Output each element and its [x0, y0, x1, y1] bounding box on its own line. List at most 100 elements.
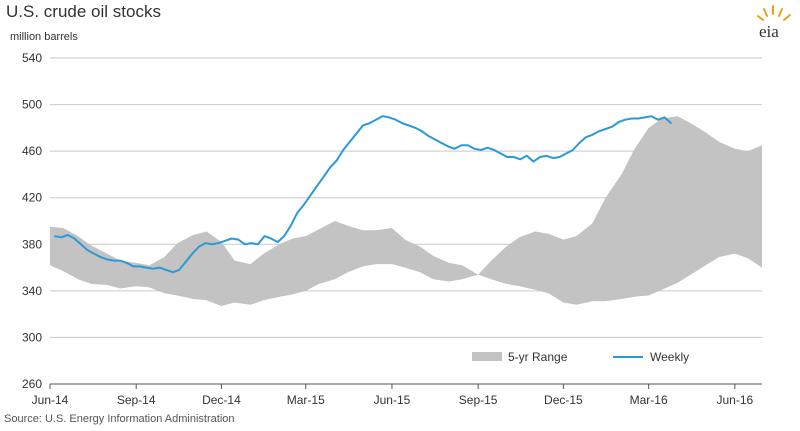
axes: 260 300 340 380 420 460 500 540 Jun-14 Sep-14 Dec-…: [22, 51, 762, 407]
weekly-point: [375, 119, 377, 121]
weekly-point: [486, 147, 489, 149]
weekly-point: [60, 236, 62, 238]
weekly-point: [165, 269, 167, 271]
weekly-point: [322, 176, 325, 178]
weekly-point: [565, 152, 567, 155]
weekly-series: [54, 115, 672, 274]
weekly-point: [303, 204, 305, 206]
logo-text: eia: [759, 22, 779, 40]
weekly-point: [441, 142, 443, 144]
weekly-point: [644, 116, 646, 118]
weekly-point: [113, 259, 115, 262]
weekly-point: [447, 145, 449, 148]
y-axis-unit-label: million barrels: [10, 31, 78, 43]
weekly-point: [395, 119, 397, 121]
weekly-point: [598, 130, 600, 132]
weekly-point: [513, 156, 515, 158]
y-tick-label: 260: [22, 377, 42, 391]
weekly-point: [336, 159, 338, 162]
weekly-point: [362, 124, 364, 127]
sun-rays-icon: [757, 5, 791, 21]
legend-range-label: 5-yr Range: [508, 350, 568, 364]
x-tick-label: Dec-14: [202, 393, 241, 407]
range-band-area: [50, 116, 762, 306]
y-tick-label: 420: [22, 191, 42, 205]
legend: 5-yr Range Weekly: [472, 350, 689, 364]
weekly-point: [54, 235, 56, 237]
weekly-point: [145, 266, 148, 269]
weekly-point: [460, 144, 462, 146]
weekly-point: [198, 246, 200, 248]
x-tick-label: Jun-14: [32, 393, 69, 407]
weekly-point: [211, 243, 213, 245]
weekly-point: [506, 156, 508, 158]
weekly-point: [86, 249, 89, 251]
weekly-point: [316, 185, 318, 187]
weekly-point: [578, 142, 580, 144]
weekly-point: [532, 161, 535, 163]
x-tick-label: Mar-16: [630, 393, 668, 407]
weekly-point: [637, 117, 639, 120]
weekly-point: [355, 133, 357, 135]
five-year-range-band: [50, 116, 762, 306]
weekly-point: [585, 136, 587, 138]
weekly-point: [309, 194, 312, 196]
weekly-point: [224, 240, 226, 242]
weekly-point: [277, 241, 279, 243]
weekly-point: [172, 271, 174, 273]
weekly-point: [454, 148, 456, 150]
weekly-point: [473, 148, 475, 150]
weekly-point: [631, 117, 633, 120]
x-tick-label: Dec-15: [544, 393, 583, 407]
weekly-point: [67, 234, 69, 236]
weekly-point: [500, 152, 502, 155]
weekly-point: [611, 126, 613, 128]
x-tick-label: Jun-16: [716, 393, 753, 407]
weekly-point: [657, 119, 659, 121]
weekly-point: [73, 237, 75, 240]
y-tick-label: 300: [22, 330, 42, 344]
weekly-point: [250, 242, 253, 244]
y-tick-label: 380: [22, 237, 42, 251]
y-tick-label: 540: [22, 51, 42, 65]
weekly-point: [618, 121, 620, 123]
weekly-point: [539, 156, 541, 158]
weekly-point: [604, 128, 607, 130]
weekly-point: [237, 239, 239, 241]
weekly-point: [545, 155, 548, 157]
weekly-point: [126, 262, 128, 264]
x-tick-label: Sep-15: [459, 393, 498, 407]
weekly-point: [119, 259, 121, 262]
weekly-point: [427, 135, 430, 137]
weekly-point: [414, 127, 416, 129]
weekly-point: [493, 149, 495, 151]
weekly-point: [663, 116, 666, 118]
weekly-point: [106, 258, 108, 261]
weekly-point: [349, 141, 351, 143]
weekly-point: [552, 157, 554, 159]
weekly-point: [290, 225, 292, 227]
weekly-point: [408, 124, 410, 127]
y-tick-label: 500: [22, 98, 42, 112]
y-tick-label: 460: [22, 144, 42, 158]
x-tick-label: Mar-15: [287, 393, 325, 407]
weekly-point: [480, 149, 482, 151]
weekly-point: [559, 156, 561, 158]
weekly-point: [159, 266, 161, 269]
weekly-point: [381, 115, 384, 117]
weekly-point: [139, 265, 141, 268]
weekly-point: [231, 237, 233, 240]
y-tick-label: 340: [22, 284, 42, 298]
weekly-point: [204, 242, 207, 244]
eia-logo: eia: [757, 5, 791, 40]
weekly-point: [270, 237, 272, 240]
weekly-point: [650, 115, 653, 117]
x-tick-label: Jun-15: [374, 393, 411, 407]
weekly-point: [93, 253, 95, 255]
weekly-point: [257, 243, 259, 245]
weekly-point: [670, 122, 672, 124]
weekly-point: [263, 235, 266, 237]
weekly-point: [296, 212, 298, 214]
weekly-point: [368, 122, 371, 124]
